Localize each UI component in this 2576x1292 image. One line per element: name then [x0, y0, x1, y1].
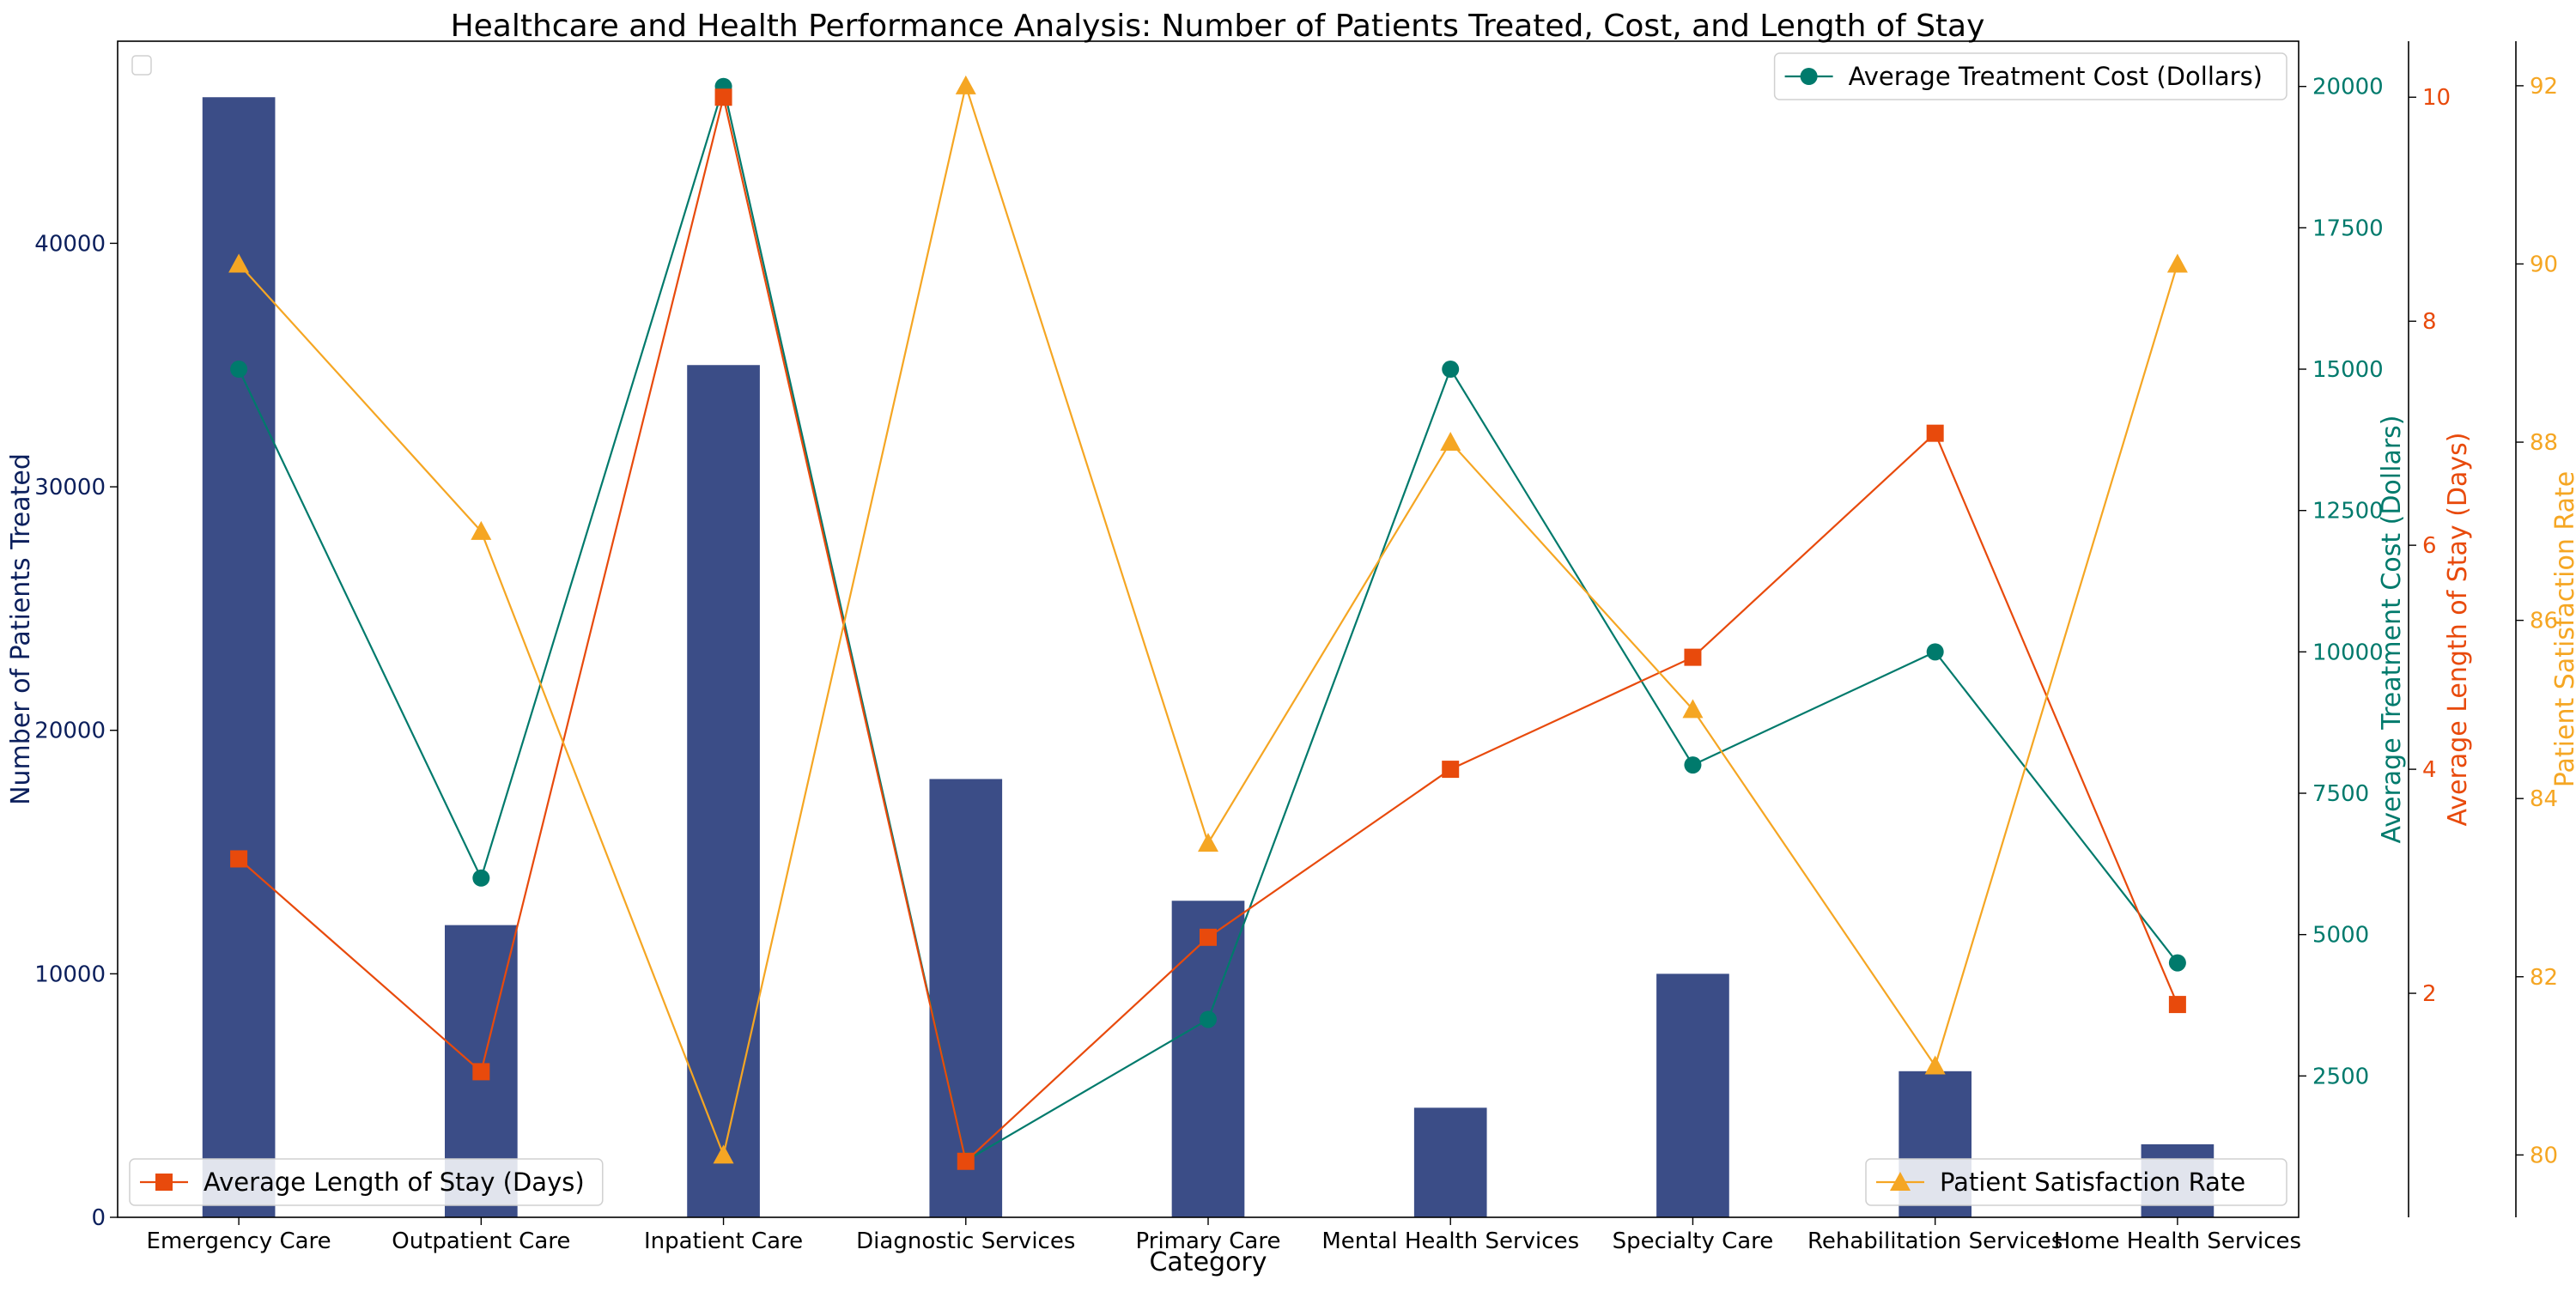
- legend-label: Average Length of Stay (Days): [204, 1168, 585, 1197]
- x-tick-label: Inpatient Care: [644, 1228, 803, 1254]
- y-tick-label: 5000: [2312, 923, 2369, 949]
- y-tick-label: 80: [2530, 1143, 2558, 1168]
- legend-marker: [155, 1174, 173, 1191]
- x-tick-label: Specialty Care: [1613, 1228, 1774, 1254]
- x-tick-label: Rehabilitation Services: [1807, 1228, 2063, 1254]
- y-tick-label: 40000: [34, 231, 106, 257]
- y-tick-label: 10000: [2312, 640, 2384, 665]
- data-point: [713, 1144, 734, 1164]
- x-tick-label: Diagnostic Services: [856, 1228, 1075, 1254]
- y-tick-label: 10000: [34, 961, 106, 987]
- axes: Emergency Care Outpatient Care Inpatient C…: [6, 40, 2576, 1254]
- y-axis-label: Patient Satisfaction Rate: [2550, 471, 2576, 787]
- axis-y3: 2 4 6 8 10 Average Length of Stay (Days): [2408, 41, 2473, 1217]
- x-tick-label: Emergency Care: [147, 1228, 331, 1254]
- data-point: [228, 253, 250, 273]
- line-series-group: [228, 75, 2188, 1170]
- bar: [1656, 974, 1729, 1217]
- line-series-3: [228, 75, 2188, 1164]
- axis-y2: 2500 5000 7500 10000 12500 15000 17500 20000 Ave…: [2299, 75, 2407, 1089]
- bar: [929, 779, 1003, 1217]
- y-tick-label: 82: [2530, 965, 2558, 991]
- data-point: [472, 869, 490, 887]
- y-tick-label: 2500: [2312, 1064, 2369, 1089]
- data-point: [1440, 432, 1461, 452]
- data-point: [1926, 643, 1944, 661]
- x-tick-label: Home Health Services: [2054, 1228, 2301, 1254]
- y-tick-label: 88: [2530, 430, 2558, 456]
- legend-box: [129, 1158, 604, 1206]
- y-tick-label: 7500: [2312, 781, 2369, 807]
- y-tick-label: 2: [2422, 981, 2437, 1007]
- data-point: [230, 850, 248, 868]
- y-tick-label: 84: [2530, 786, 2558, 812]
- legend-marker: [1890, 1172, 1911, 1191]
- y-tick-label: 17500: [2312, 215, 2384, 241]
- data-point: [1682, 699, 1704, 719]
- data-point: [1200, 928, 1217, 946]
- x-tick-label: Mental Health Services: [1321, 1228, 1579, 1254]
- empty-legend-box: [131, 55, 152, 76]
- data-point: [714, 88, 732, 106]
- data-point: [1442, 361, 1460, 379]
- axis-y4: 80 82 84 86 88 90 92 Patient Satisfaction Rate: [2515, 41, 2576, 1217]
- y-tick-label: 0: [91, 1205, 106, 1231]
- data-point: [1198, 833, 1218, 852]
- data-point: [1684, 648, 1702, 666]
- y-axis-label: Number of Patients Treated: [6, 453, 36, 805]
- y-axis-label: Average Treatment Cost (Dollars): [2377, 415, 2407, 843]
- legend-3: [131, 55, 152, 76]
- data-point: [1684, 756, 1702, 774]
- y-tick-label: 30000: [34, 475, 106, 500]
- bar-series: [202, 97, 2215, 1218]
- line-series-2: [230, 88, 2186, 1170]
- data-point: [1200, 1010, 1217, 1028]
- y-tick-label: 6: [2422, 533, 2437, 559]
- data-point: [471, 520, 492, 540]
- data-point: [957, 1152, 975, 1170]
- legend-label: Patient Satisfaction Rate: [1940, 1168, 2245, 1197]
- y-axis-label: Average Length of Stay (Days): [2443, 433, 2473, 827]
- y-tick-label: 4: [2422, 757, 2437, 783]
- y-tick-label: 20000: [34, 719, 106, 744]
- legend-label: Average Treatment Cost (Dollars): [1849, 62, 2263, 91]
- axis-y1: 0 10000 20000 30000 40000 Number of Patients …: [6, 231, 118, 1231]
- legend-marker: [1800, 68, 1818, 85]
- y-tick-label: 86: [2530, 609, 2558, 634]
- data-point: [472, 1063, 490, 1081]
- bar: [1413, 1107, 1487, 1217]
- legend-1: Average Length of Stay (Days): [129, 1158, 604, 1206]
- y-tick-label: 90: [2530, 252, 2558, 277]
- data-point: [1442, 761, 1460, 779]
- bar: [202, 97, 276, 1218]
- bar: [687, 365, 760, 1218]
- data-point: [230, 361, 248, 379]
- legend-0: Average Treatment Cost (Dollars): [1773, 52, 2287, 100]
- legend-box: [1773, 52, 2287, 100]
- y-tick-label: 92: [2530, 74, 2558, 100]
- chart-title: Healthcare and Health Performance Analys…: [451, 9, 1985, 44]
- y-tick-label: 20000: [2312, 75, 2384, 100]
- y-tick-label: 8: [2422, 309, 2437, 335]
- x-tick-label: Outpatient Care: [392, 1228, 570, 1254]
- legend-box: [1865, 1158, 2287, 1206]
- x-tick-label: Primary Care: [1136, 1228, 1281, 1254]
- legends: Average Treatment Cost (Dollars) Average …: [129, 52, 2287, 1206]
- y-tick-label: 15000: [2312, 357, 2384, 383]
- bar: [1171, 901, 1245, 1217]
- data-point: [1926, 424, 1944, 442]
- y-tick-label: 12500: [2312, 499, 2384, 525]
- data-point: [955, 75, 976, 94]
- data-point: [2166, 253, 2188, 273]
- legend-2: Patient Satisfaction Rate: [1865, 1158, 2287, 1206]
- data-point: [1924, 1055, 1946, 1075]
- data-point: [2168, 954, 2186, 972]
- data-point: [2168, 996, 2186, 1014]
- x-axis-label: Category: [1149, 1247, 1267, 1277]
- y-tick-label: 10: [2422, 85, 2451, 111]
